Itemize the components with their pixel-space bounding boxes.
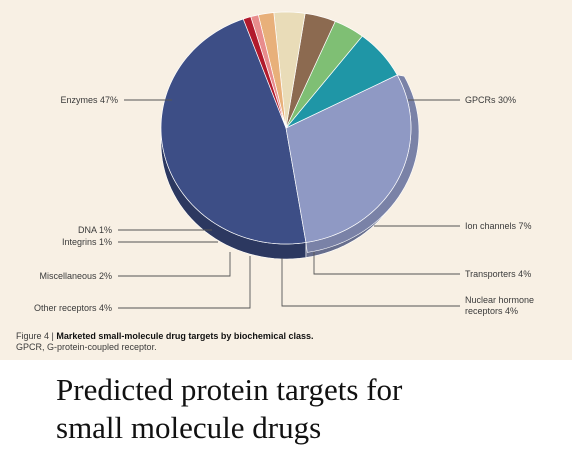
pie-slice-2	[285, 74, 412, 243]
callout-line	[281, 258, 460, 307]
callout-label: Nuclear hormone	[465, 295, 534, 305]
callout-label: Ion channels 7%	[465, 221, 532, 231]
callout-label: Miscellaneous 2%	[39, 271, 112, 281]
slide-text: Predicted protein targets for small mole…	[56, 371, 556, 447]
pie-slice-4	[285, 20, 363, 129]
pie-callouts: Enzymes 47% GPCRs 30% Ion channels 7% Trans…	[34, 95, 534, 316]
figure-note: GPCR, G-protein-coupled receptor.	[16, 342, 157, 352]
pie-slice-9	[242, 16, 287, 129]
slide-text-line-1: Predicted protein targets for	[56, 372, 403, 407]
pie-slice-1	[160, 18, 307, 245]
callout-line	[118, 256, 251, 309]
callout-line	[118, 252, 231, 277]
callout-label: Transporters 4%	[465, 269, 531, 279]
pie-slices	[160, 11, 412, 245]
slide-text-line-2: small molecule drugs	[56, 410, 322, 445]
callout-line	[313, 252, 460, 275]
pie-slice-5	[285, 12, 336, 129]
callout-label: Other receptors 4%	[34, 303, 112, 313]
callout-label: Enzymes 47%	[60, 95, 118, 105]
pie-slice-3	[285, 35, 398, 129]
callout-label: DNA 1%	[78, 225, 112, 235]
figure-title: Marketed small-molecule drug targets by …	[56, 331, 314, 341]
callout-label-line-2: receptors 4%	[465, 306, 518, 316]
callout-label: Integrins 1%	[62, 237, 112, 247]
callout-label: GPCRs 30%	[465, 95, 516, 105]
pie-chart: Enzymes 47% GPCRs 30% Ion channels 7% Trans…	[34, 11, 534, 316]
figure-number: Figure 4 |	[16, 331, 54, 341]
figure-caption: Figure 4 | Marketed small-molecule drug …	[16, 331, 556, 353]
figure-panel: Enzymes 47% GPCRs 30% Ion channels 7% Trans…	[0, 0, 572, 360]
pie-slice-6	[273, 11, 306, 129]
